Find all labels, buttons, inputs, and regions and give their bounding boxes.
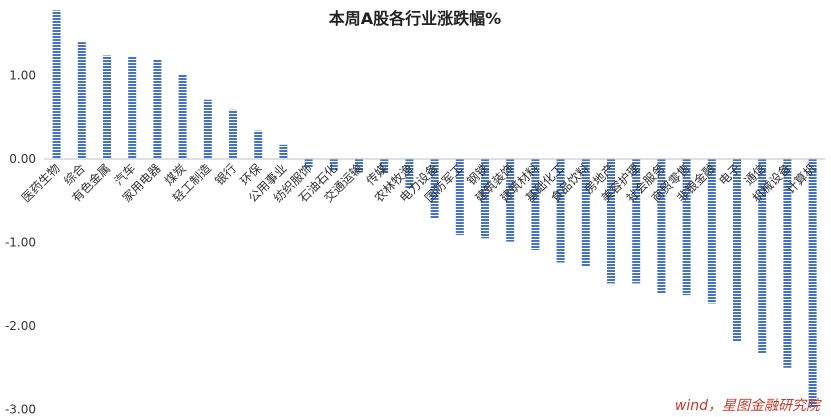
- chart-title: 本周A股各行业涨跌幅%: [329, 9, 501, 28]
- bars: [52, 10, 817, 408]
- bar-24: [657, 159, 666, 294]
- source-note: wind，星图金融研究院: [675, 398, 822, 414]
- bar-15: [430, 159, 439, 219]
- y-tick-label: 0.00: [9, 152, 36, 166]
- y-tick-label: -3.00: [5, 403, 36, 417]
- bar-27: [733, 159, 741, 342]
- x-axis-labels: 医药生物综合有色金属汽车家用电器煤炭轻工制造银行环保公用事业纺织服饰石油石化交通…: [19, 161, 819, 206]
- bar-14: [405, 159, 414, 190]
- bar-20: [556, 159, 565, 263]
- x-tick-label: 银行: [212, 161, 239, 188]
- y-tick-label: 1.00: [9, 69, 36, 83]
- bar-8: [254, 130, 263, 159]
- y-axis: 1.00 0.00 -1.00 -2.00 -3.00: [5, 69, 36, 417]
- bar-4: [153, 59, 162, 160]
- bar-26: [707, 159, 716, 304]
- bar-19: [531, 159, 540, 251]
- bar-23: [632, 159, 641, 284]
- bar-29: [783, 159, 792, 368]
- bar-22: [607, 159, 615, 284]
- bar-25: [682, 159, 691, 296]
- y-tick-label: -1.00: [5, 236, 36, 250]
- bar-0: [52, 10, 61, 160]
- bar-12: [355, 159, 363, 173]
- bar-9: [279, 144, 288, 159]
- bar-3: [128, 56, 137, 159]
- bar-17: [481, 159, 489, 239]
- bar-30: [808, 159, 817, 408]
- bar-6: [203, 99, 212, 159]
- bar-18: [506, 159, 515, 242]
- bar-7: [229, 109, 237, 159]
- bar-2: [103, 55, 111, 159]
- bar-1: [77, 42, 86, 159]
- bar-28: [758, 159, 767, 354]
- bar-21: [581, 159, 590, 267]
- bar-10: [304, 159, 313, 168]
- y-tick-label: -2.00: [5, 319, 36, 333]
- bar-11: [329, 159, 338, 171]
- bar-13: [380, 159, 389, 174]
- bar-16: [455, 159, 464, 235]
- bar-5: [178, 74, 187, 159]
- x-tick-label: 医药生物: [19, 161, 63, 205]
